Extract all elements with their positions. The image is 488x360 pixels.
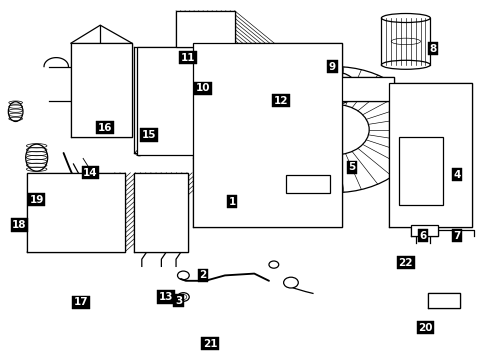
Text: 9: 9 xyxy=(328,62,335,72)
Circle shape xyxy=(177,293,189,301)
Text: 3: 3 xyxy=(175,296,182,306)
Text: 12: 12 xyxy=(273,96,288,106)
Bar xyxy=(27,173,124,252)
Circle shape xyxy=(268,261,278,268)
Circle shape xyxy=(283,277,298,288)
Circle shape xyxy=(249,67,420,193)
Text: 19: 19 xyxy=(29,195,44,205)
Text: 17: 17 xyxy=(73,297,88,307)
Bar xyxy=(388,83,471,227)
Bar xyxy=(134,173,188,252)
Text: 13: 13 xyxy=(159,292,173,302)
Bar xyxy=(427,293,459,308)
Text: 16: 16 xyxy=(98,123,112,133)
Polygon shape xyxy=(410,225,437,236)
Text: 18: 18 xyxy=(12,220,27,230)
Bar xyxy=(325,77,393,101)
Text: 1: 1 xyxy=(228,197,235,207)
Bar xyxy=(137,47,200,155)
Circle shape xyxy=(177,271,189,280)
Text: 10: 10 xyxy=(195,83,210,93)
Text: 7: 7 xyxy=(452,231,460,241)
Circle shape xyxy=(194,150,202,156)
Text: 21: 21 xyxy=(203,339,217,349)
Text: 15: 15 xyxy=(142,130,156,140)
Circle shape xyxy=(300,104,368,155)
Polygon shape xyxy=(193,43,342,227)
Text: 8: 8 xyxy=(428,44,435,54)
Bar xyxy=(176,11,234,47)
Ellipse shape xyxy=(381,14,429,23)
Ellipse shape xyxy=(381,60,429,69)
Circle shape xyxy=(312,72,356,104)
Text: 2: 2 xyxy=(199,270,206,280)
Polygon shape xyxy=(71,43,132,137)
Text: 5: 5 xyxy=(348,162,355,172)
Text: 22: 22 xyxy=(398,258,412,268)
Text: 6: 6 xyxy=(419,231,426,241)
Text: 4: 4 xyxy=(452,170,460,180)
Circle shape xyxy=(135,150,143,156)
Ellipse shape xyxy=(170,63,196,95)
Text: 20: 20 xyxy=(417,323,432,333)
Text: 14: 14 xyxy=(83,168,98,178)
Text: 11: 11 xyxy=(181,53,195,63)
Bar xyxy=(398,137,442,205)
Bar xyxy=(285,175,329,193)
